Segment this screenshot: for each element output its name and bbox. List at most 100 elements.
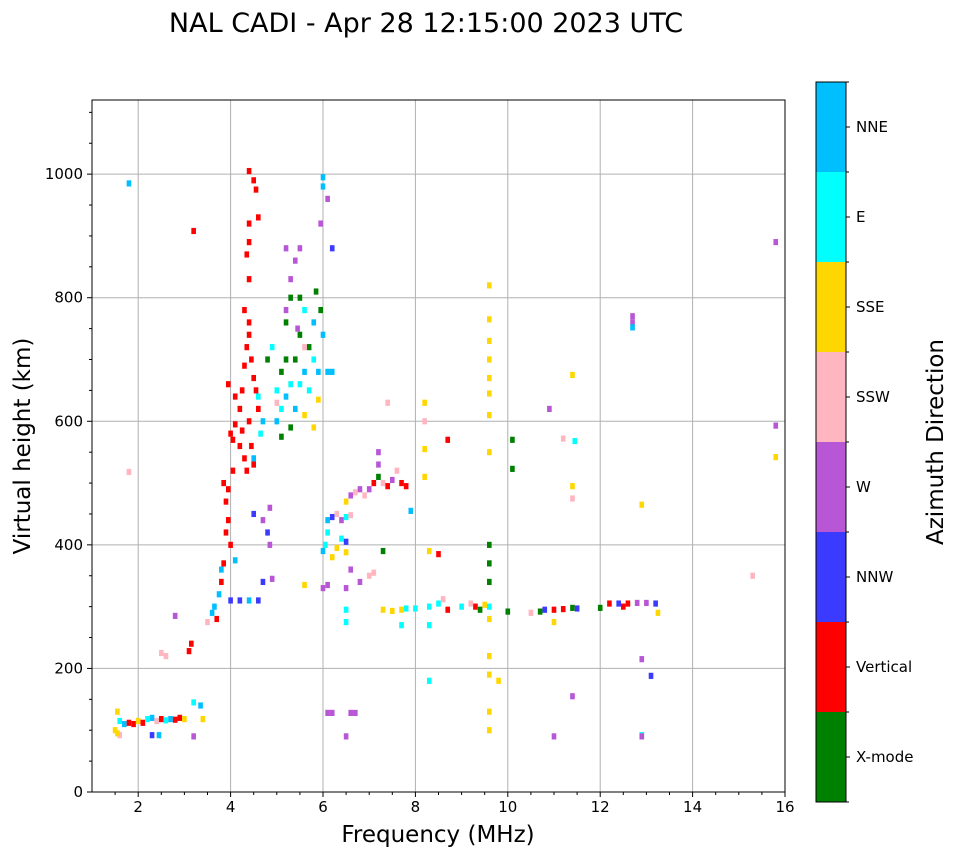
colorbar-segment [816,262,846,352]
data-point-nnw [542,606,548,613]
data-point-vertical [620,603,626,610]
data-point-vertical [551,606,557,613]
data-point-vertical [607,600,612,607]
data-point-nne [320,183,326,190]
data-point-vertical [249,356,254,363]
data-point-sse [311,424,317,431]
data-point-nne [212,603,217,610]
x-tick-label: 14 [683,798,702,816]
data-point-sse [115,708,120,715]
data-point-sse [135,717,141,725]
data-point-e [487,603,492,610]
data-point-x-mode [297,331,303,338]
data-point-ssw [126,468,132,476]
data-point-w [297,245,303,252]
data-point-w [639,656,645,663]
data-point-sse [487,615,492,623]
data-point-w [339,517,344,524]
data-point-vertical [219,578,224,586]
data-point-vertical [242,455,247,462]
data-point-ssw [570,495,575,502]
data-point-nne [325,517,330,524]
data-point-x-mode [288,294,293,301]
data-point-sse [389,607,395,615]
data-point-w [348,566,354,573]
data-point-sse [334,544,340,552]
data-point-ssw [205,619,210,626]
data-point-sse [343,498,349,505]
data-point-vertical [131,720,136,728]
data-point-e [436,600,441,607]
data-point-nne [126,180,132,187]
data-point-sse [487,282,492,289]
colorbar-segment [816,622,846,712]
data-point-sse [551,619,557,626]
data-point-vertical [140,719,146,726]
data-point-nnw [653,600,658,607]
data-point-e [311,356,317,363]
data-point-ssw [422,418,427,425]
data-point-ssw [334,510,340,518]
data-point-ssw [750,572,755,579]
x-tick-label: 2 [133,798,143,816]
data-point-vertical [214,615,220,623]
colorbar-tick-label: E [856,208,865,226]
data-point-x-mode [477,606,483,613]
data-point-w [376,461,381,468]
data-point-vertical [239,427,245,434]
x-axis-label: Frequency (MHz) [341,822,534,848]
data-points [112,167,779,740]
data-point-x-mode [537,608,543,615]
data-point-x-mode [279,433,284,440]
data-point-e [288,381,293,388]
colorbar-tick-label: Vertical [856,658,912,676]
data-point-ssw [362,492,367,499]
data-point-x-mode [283,319,289,326]
data-point-vertical [560,606,566,613]
data-point-nne [408,507,414,514]
y-tick-label: 600 [54,412,83,430]
data-point-vertical [246,220,252,227]
data-point-e [339,535,344,542]
data-point-vertical [244,467,250,474]
data-point-sse [422,399,427,406]
data-point-nnw [648,672,654,679]
data-point-vertical [371,479,377,487]
data-point-nne [329,368,335,375]
data-point-ssw [274,399,280,406]
data-point-nne [320,331,326,338]
data-point-w [325,195,330,202]
colorbar-segment [816,532,846,622]
x-axis-ticks: 2 4 6 8 10 12 14 16 [114,792,795,816]
data-point-x-mode [570,604,575,611]
colorbar-tick-label: SSW [856,388,890,406]
y-tick-label: 1000 [45,165,83,183]
data-point-ssw [560,435,566,442]
data-point-e [297,381,303,388]
data-point-vertical [172,716,178,723]
data-point-vertical [177,714,183,721]
data-point-nne [274,418,280,425]
data-point-ssw [528,609,534,616]
data-point-e [572,437,578,445]
data-point-vertical [246,319,252,326]
data-point-w [348,709,354,717]
data-point-e [399,622,404,629]
data-point-vertical [473,603,478,610]
data-point-ssw [440,596,446,603]
y-axis-label: Virtual height (km) [10,338,36,555]
data-point-vertical [126,719,132,726]
colorbar-segment [816,712,846,802]
data-point-w [639,733,645,740]
data-point-w [343,585,349,592]
x-tick-label: 10 [498,798,517,816]
data-point-x-mode [297,294,303,301]
data-point-vertical [230,436,236,443]
colorbar-tick-label: SSE [856,298,885,316]
data-point-vertical [232,393,238,400]
data-point-w [325,581,330,589]
x-tick-label: 12 [591,798,610,816]
data-point-w [357,578,363,586]
data-point-nnw [251,510,257,518]
